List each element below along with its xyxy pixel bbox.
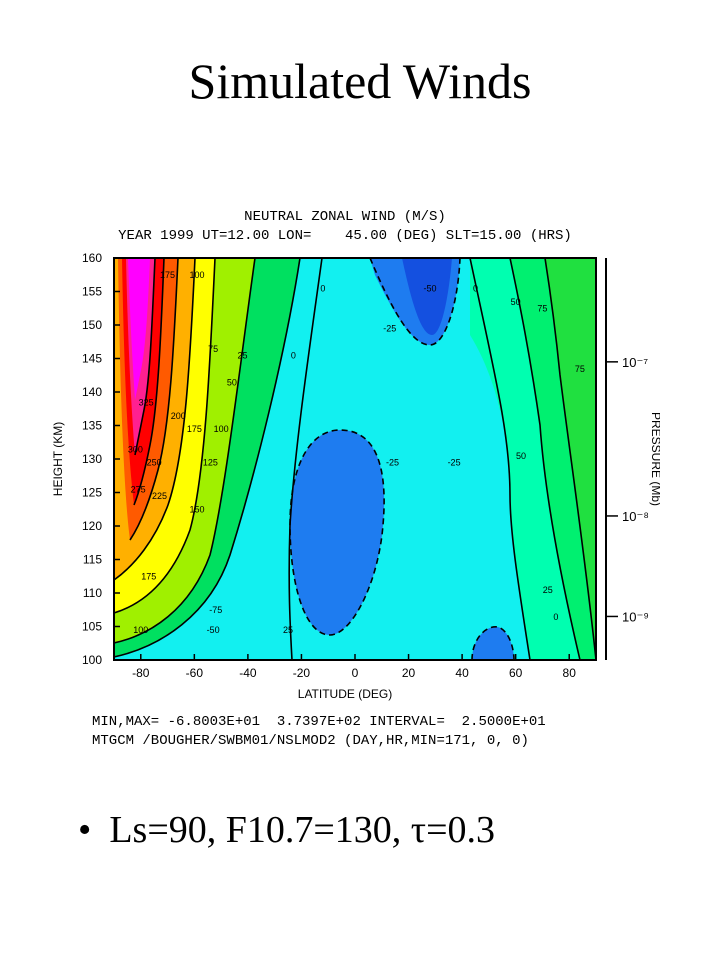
y-tick-label: 100	[82, 653, 102, 667]
chart-subtitle: YEAR 1999 UT=12.00 LON= 45.00 (DEG) SLT=…	[118, 228, 572, 244]
contour-label: -25	[383, 324, 396, 334]
contour-label: 50	[511, 297, 521, 307]
contour-label: 0	[553, 612, 558, 622]
x-tick-label: -40	[239, 666, 257, 680]
contour-label: 75	[208, 344, 218, 354]
contour-label: 50	[227, 377, 237, 387]
contour-label: 325	[139, 397, 154, 407]
pressure-tick-label: 10⁻⁷	[622, 355, 648, 370]
contour-label: 275	[131, 485, 146, 495]
contour-label: 175	[160, 270, 175, 280]
contour-label: 75	[575, 364, 585, 374]
contour-label: 25	[283, 625, 293, 635]
y-tick-label: 135	[82, 419, 102, 433]
contour-label: 100	[189, 270, 204, 280]
x-tick-label: -20	[293, 666, 311, 680]
contour-label: 100	[133, 625, 148, 635]
pressure-tick-label: 10⁻⁸	[622, 509, 649, 524]
x-tick-label: 20	[402, 666, 416, 680]
x-axis: -80 -60 -40 -20 0 20 40 60 80	[132, 654, 576, 680]
contour-label: 0	[291, 351, 296, 361]
contour-label: 200	[171, 411, 186, 421]
bullet-dot: •	[78, 809, 92, 851]
y-tick-label: 115	[83, 553, 102, 567]
y-axis-label: HEIGHT (KM)	[51, 422, 65, 496]
y-axis: 100 105 110 115 120 125 130 135 140 145 150 155 160	[82, 251, 120, 667]
y-tick-label: 130	[82, 452, 102, 466]
contour-label: -75	[209, 605, 222, 615]
parameter-text: Ls=90, F10.7=130, τ=0.3	[109, 809, 496, 851]
contour-label: 100	[214, 424, 229, 434]
contour-label: 300	[128, 444, 143, 454]
contour-label: -25	[448, 458, 461, 468]
x-tick-label: -80	[132, 666, 150, 680]
x-tick-label: 60	[509, 666, 523, 680]
contour-label: 125	[203, 458, 218, 468]
contour-label: 50	[516, 451, 526, 461]
contour-label: 25	[238, 351, 248, 361]
pressure-axis-label: PRESSURE (Mb)	[649, 412, 660, 506]
x-axis-label: LATITUDE (DEG)	[298, 687, 392, 701]
y-tick-label: 105	[82, 620, 102, 634]
x-tick-label: -60	[186, 666, 204, 680]
y-tick-label: 120	[82, 519, 102, 533]
contour-label: -25	[386, 458, 399, 468]
parameter-bullet: • Ls=90, F10.7=130, τ=0.3	[78, 808, 495, 852]
contour-label: 75	[537, 304, 547, 314]
x-tick-label: 0	[352, 666, 359, 680]
pressure-axis: 10⁻⁷ 10⁻⁸ 10⁻⁹	[606, 355, 649, 624]
contour-label: 0	[320, 284, 325, 294]
y-tick-label: 140	[82, 385, 102, 399]
contour-label: 225	[152, 491, 167, 501]
contour-label: 0	[473, 284, 478, 294]
slide-title: Simulated Winds	[188, 53, 532, 109]
y-tick-label: 145	[82, 352, 102, 366]
contour-label: 175	[187, 424, 202, 434]
contour-label: -50	[423, 284, 436, 294]
contour-label: 25	[543, 585, 553, 595]
x-tick-label: 80	[563, 666, 577, 680]
contour-label: 250	[147, 458, 162, 468]
contour-label: 150	[189, 505, 204, 515]
x-tick-label: 40	[455, 666, 469, 680]
pressure-tick-label: 10⁻⁹	[622, 609, 649, 624]
contour-label: -50	[207, 625, 220, 635]
footer-line-1: MIN,MAX= -6.8003E+01 3.7397E+02 INTERVAL…	[92, 714, 546, 730]
contour-label: 175	[141, 572, 156, 582]
wind-contour-figure: NEUTRAL ZONAL WIND (M/S) YEAR 1999 UT=12…	[51, 209, 660, 749]
y-tick-label: 155	[82, 285, 102, 299]
footer-line-2: MTGCM /BOUGHER/SWBM01/NSLMOD2 (DAY,HR,MI…	[92, 733, 529, 749]
y-tick-label: 150	[82, 318, 102, 332]
y-tick-label: 125	[82, 486, 102, 500]
chart-title: NEUTRAL ZONAL WIND (M/S)	[244, 209, 446, 225]
y-tick-label: 160	[82, 251, 102, 265]
y-tick-label: 110	[83, 586, 102, 600]
